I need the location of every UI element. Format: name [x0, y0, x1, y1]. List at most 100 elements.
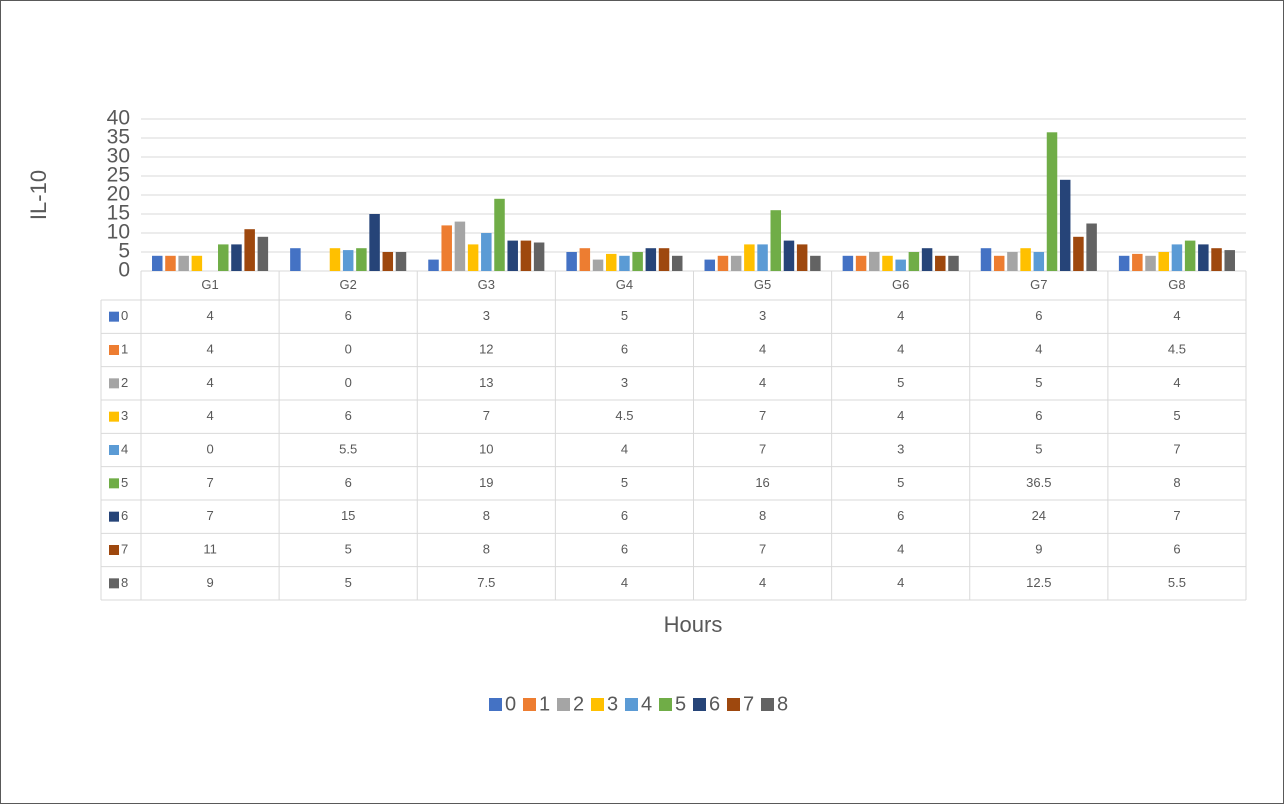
table-value: 5: [897, 375, 904, 390]
table-value: 4: [206, 308, 213, 323]
y-axis-title: IL-10: [26, 170, 51, 220]
table-value: 4: [897, 575, 904, 590]
bar: [428, 259, 439, 271]
bar: [329, 248, 341, 271]
bar: [1086, 223, 1097, 271]
bar: [1059, 179, 1071, 271]
bar: [218, 244, 229, 271]
table-value: 5: [897, 475, 904, 490]
x-tick-label: G4: [616, 277, 633, 292]
table-legend-swatch: [109, 545, 119, 555]
table-legend-swatch: [109, 345, 119, 355]
table-value: 3: [483, 308, 490, 323]
y-tick-label: 35: [107, 126, 130, 149]
table-value: 6: [345, 475, 352, 490]
bar: [494, 198, 505, 271]
table-value: 4: [621, 575, 628, 590]
table-legend-swatch: [109, 478, 119, 489]
table-value: 4.5: [615, 408, 633, 423]
legend-swatch: [693, 698, 706, 711]
table-value: 7: [1173, 508, 1180, 523]
legend-swatch: [761, 698, 774, 711]
table-value: 6: [621, 541, 628, 556]
y-tick-label: 30: [107, 145, 130, 168]
bar: [178, 255, 189, 271]
bar: [796, 244, 808, 271]
bar: [869, 252, 880, 271]
x-tick-label: G5: [754, 277, 771, 292]
bar: [948, 255, 959, 271]
bar: [810, 255, 821, 271]
table-value: 4.5: [1168, 341, 1186, 356]
table-value: 36.5: [1026, 475, 1051, 490]
y-tick-label: 25: [107, 164, 130, 187]
table-value: 5: [1173, 408, 1180, 423]
table-value: 5: [345, 575, 352, 590]
table-value: 6: [1035, 308, 1042, 323]
bar: [671, 255, 683, 271]
table-series-name: 4: [121, 441, 128, 456]
table-value: 4: [1035, 341, 1042, 356]
bar: [152, 255, 163, 271]
table-value: 7: [759, 541, 766, 556]
bar: [783, 240, 795, 271]
table-value: 7: [1173, 441, 1180, 456]
bar: [520, 240, 532, 271]
table-series-name: 1: [121, 341, 128, 356]
bar: [704, 259, 716, 271]
bar: [191, 255, 203, 271]
legend-label: 7: [743, 693, 754, 715]
bar: [244, 229, 255, 271]
bar: [231, 244, 242, 271]
legend-swatch: [523, 698, 536, 711]
table-value: 8: [1173, 475, 1180, 490]
table-value: 4: [206, 375, 213, 390]
y-tick-label: 15: [107, 202, 130, 225]
bar: [1007, 252, 1018, 271]
legend-swatch: [625, 698, 638, 711]
bar: [533, 242, 545, 271]
bar: [382, 252, 394, 271]
bar: [257, 236, 269, 271]
table-series-name: 0: [121, 308, 128, 323]
bar: [579, 248, 591, 271]
bar: [744, 244, 755, 271]
y-tick-label: 0: [118, 259, 130, 282]
x-tick-label: G8: [1168, 277, 1185, 292]
bar: [395, 252, 407, 271]
bar: [592, 259, 604, 271]
bar: [441, 225, 452, 271]
bar: [566, 252, 577, 271]
table-value: 4: [897, 308, 904, 323]
legend-label: 1: [539, 693, 550, 715]
table-value: 7: [206, 475, 213, 490]
x-tick-label: G3: [478, 277, 495, 292]
legend-label: 3: [607, 693, 618, 715]
bar: [935, 255, 946, 271]
table-value: 6: [345, 308, 352, 323]
bar: [356, 248, 367, 271]
bar: [454, 221, 466, 271]
bar: [658, 248, 670, 271]
bar: [1132, 253, 1143, 271]
table-legend-swatch: [109, 578, 119, 589]
table-value: 4: [897, 408, 904, 423]
bar: [908, 252, 920, 271]
bar: [1145, 255, 1156, 271]
y-tick-label: 5: [118, 240, 130, 263]
table-value: 4: [206, 341, 213, 356]
bar: [1158, 252, 1169, 271]
table-value: 6: [621, 508, 628, 523]
table-value: 13: [479, 375, 493, 390]
y-tick-label: 10: [107, 221, 130, 244]
table-value: 8: [483, 508, 490, 523]
bar: [1033, 252, 1045, 271]
table-value: 6: [345, 408, 352, 423]
table-value: 4: [759, 575, 766, 590]
table-value: 0: [206, 441, 213, 456]
bar: [481, 233, 492, 271]
table-value: 5: [345, 541, 352, 556]
x-tick-label: G1: [201, 277, 218, 292]
table-legend-swatch: [109, 411, 119, 422]
